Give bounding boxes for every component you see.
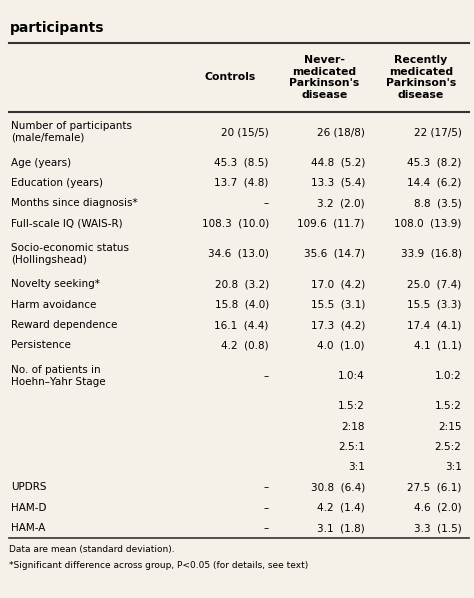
Text: 15.5  (3.3): 15.5 (3.3) — [407, 300, 462, 310]
Text: Data are mean (standard deviation).: Data are mean (standard deviation). — [9, 545, 175, 554]
Text: Reward dependence: Reward dependence — [11, 320, 118, 330]
Text: 2:15: 2:15 — [438, 422, 462, 432]
Text: Age (years): Age (years) — [11, 158, 72, 167]
Text: Full-scale IQ (WAIS-R): Full-scale IQ (WAIS-R) — [11, 218, 123, 228]
Text: 4.2  (1.4): 4.2 (1.4) — [317, 503, 365, 512]
Text: 3:1: 3:1 — [348, 462, 365, 472]
Text: 1.5:2: 1.5:2 — [338, 401, 365, 411]
Text: –: – — [264, 198, 269, 208]
Text: 2.5:2: 2.5:2 — [435, 442, 462, 452]
Text: 20 (15/5): 20 (15/5) — [221, 127, 269, 137]
Text: HAM-A: HAM-A — [11, 523, 46, 533]
Text: 30.8  (6.4): 30.8 (6.4) — [311, 483, 365, 492]
Text: Recently
medicated
Parkinson's
disease: Recently medicated Parkinson's disease — [386, 55, 456, 100]
Text: Never-
medicated
Parkinson's
disease: Never- medicated Parkinson's disease — [289, 55, 360, 100]
Text: –: – — [264, 483, 269, 492]
Text: 3.3  (1.5): 3.3 (1.5) — [414, 523, 462, 533]
Text: 8.8  (3.5): 8.8 (3.5) — [414, 198, 462, 208]
Text: –: – — [264, 371, 269, 381]
Text: 1.0:4: 1.0:4 — [338, 371, 365, 381]
Text: Controls: Controls — [205, 72, 256, 83]
Text: 108.0  (13.9): 108.0 (13.9) — [394, 218, 462, 228]
Text: 4.2  (0.8): 4.2 (0.8) — [221, 340, 269, 350]
Text: 3.1  (1.8): 3.1 (1.8) — [317, 523, 365, 533]
Text: Persistence: Persistence — [11, 340, 71, 350]
Text: 44.8  (5.2): 44.8 (5.2) — [310, 158, 365, 167]
Text: 108.3  (10.0): 108.3 (10.0) — [201, 218, 269, 228]
Text: –: – — [264, 503, 269, 512]
Text: 17.3  (4.2): 17.3 (4.2) — [310, 320, 365, 330]
Text: 35.6  (14.7): 35.6 (14.7) — [304, 249, 365, 259]
Text: Number of participants
(male/female): Number of participants (male/female) — [11, 121, 132, 143]
Text: 15.8  (4.0): 15.8 (4.0) — [215, 300, 269, 310]
Text: Harm avoidance: Harm avoidance — [11, 300, 97, 310]
Text: 22 (17/5): 22 (17/5) — [414, 127, 462, 137]
Text: Socio-economic status
(Hollingshead): Socio-economic status (Hollingshead) — [11, 243, 129, 265]
Text: 3:1: 3:1 — [445, 462, 462, 472]
Text: 4.6  (2.0): 4.6 (2.0) — [414, 503, 462, 512]
Text: 13.7  (4.8): 13.7 (4.8) — [214, 178, 269, 188]
Text: 17.0  (4.2): 17.0 (4.2) — [311, 279, 365, 289]
Text: 2.5:1: 2.5:1 — [338, 442, 365, 452]
Text: 45.3  (8.2): 45.3 (8.2) — [407, 158, 462, 167]
Text: 26 (18/8): 26 (18/8) — [317, 127, 365, 137]
Text: Months since diagnosis*: Months since diagnosis* — [11, 198, 138, 208]
Text: 34.6  (13.0): 34.6 (13.0) — [208, 249, 269, 259]
Text: UPDRS: UPDRS — [11, 483, 47, 492]
Text: 4.1  (1.1): 4.1 (1.1) — [414, 340, 462, 350]
Text: *Significant difference across group, P<0.05 (for details, see text): *Significant difference across group, P<… — [9, 561, 309, 570]
Text: –: – — [264, 523, 269, 533]
Text: 109.6  (11.7): 109.6 (11.7) — [298, 218, 365, 228]
Text: 1.0:2: 1.0:2 — [435, 371, 462, 381]
Text: 1.5:2: 1.5:2 — [435, 401, 462, 411]
Text: 33.9  (16.8): 33.9 (16.8) — [401, 249, 462, 259]
Text: Education (years): Education (years) — [11, 178, 103, 188]
Text: 4.0  (1.0): 4.0 (1.0) — [318, 340, 365, 350]
Text: participants: participants — [9, 21, 104, 35]
Text: 2:18: 2:18 — [341, 422, 365, 432]
Text: 20.8  (3.2): 20.8 (3.2) — [215, 279, 269, 289]
Text: 16.1  (4.4): 16.1 (4.4) — [214, 320, 269, 330]
Text: 17.4  (4.1): 17.4 (4.1) — [407, 320, 462, 330]
Text: Novelty seeking*: Novelty seeking* — [11, 279, 100, 289]
Text: 3.2  (2.0): 3.2 (2.0) — [318, 198, 365, 208]
Text: 27.5  (6.1): 27.5 (6.1) — [407, 483, 462, 492]
Text: 25.0  (7.4): 25.0 (7.4) — [407, 279, 462, 289]
Text: No. of patients in
Hoehn–Yahr Stage: No. of patients in Hoehn–Yahr Stage — [11, 365, 106, 386]
Text: 45.3  (8.5): 45.3 (8.5) — [214, 158, 269, 167]
Text: 13.3  (5.4): 13.3 (5.4) — [310, 178, 365, 188]
Text: 15.5  (3.1): 15.5 (3.1) — [310, 300, 365, 310]
Text: 14.4  (6.2): 14.4 (6.2) — [407, 178, 462, 188]
Text: HAM-D: HAM-D — [11, 503, 47, 512]
